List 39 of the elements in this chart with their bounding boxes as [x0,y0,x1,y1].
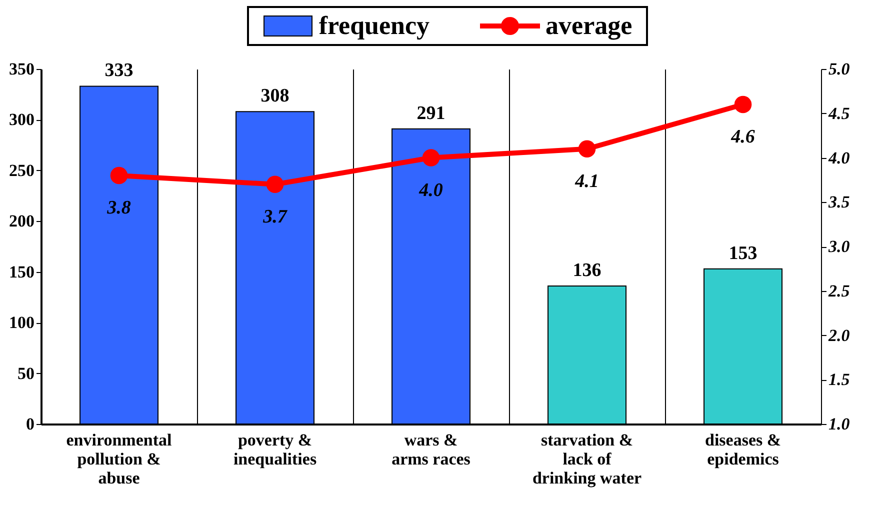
y-tick-label: 0 [26,414,34,434]
y-tick-label: 350 [9,60,34,78]
data-label: 308 [260,86,290,107]
data-label: 4.0 [418,180,444,201]
legend-label: frequency [318,11,430,41]
y2-tick-label: 2.0 [828,326,850,345]
y2-tick-label: 1.0 [828,414,850,434]
data-label: 3.7 [262,206,288,228]
y2-tick-label: 4.0 [828,148,850,168]
point [110,166,128,184]
y-tick-label: 150 [9,262,34,282]
data-label: 153 [728,242,758,264]
point [266,176,284,194]
y-tick-label: 200 [9,212,34,231]
x-tick-label: wars & arms races [392,430,471,468]
data-label: 333 [104,60,134,82]
data-label: 3.8 [106,198,132,218]
y-tick-label: 300 [9,110,34,130]
y2-tick-label: 4.5 [828,104,850,123]
data-label: 4.1 [574,170,599,192]
y2-tick-label: 5.0 [828,60,850,78]
y2-tick-label: 1.5 [828,370,850,390]
y-tick-label: 250 [9,160,34,180]
data-label: 136 [572,260,602,282]
y2-tick-label: 2.5 [828,281,850,300]
x-tick-label: starvation & lack of drinking water [532,430,642,488]
x-tick-label: poverty & inequalities [233,430,317,468]
point [578,140,596,158]
data-label: 4.6 [730,126,756,148]
x-tick-label: environmental pollution & abuse [66,430,172,488]
legend-label: average [546,11,632,41]
x-tick-label: diseases & epidemics [704,430,782,468]
point [734,96,752,114]
y2-tick-label: 3.5 [828,192,850,212]
y-tick-label: 50 [18,364,34,383]
point [422,149,440,166]
y2-tick-label: 3.0 [828,237,850,256]
y-tick-label: 100 [9,313,34,332]
data-label: 291 [416,102,446,124]
